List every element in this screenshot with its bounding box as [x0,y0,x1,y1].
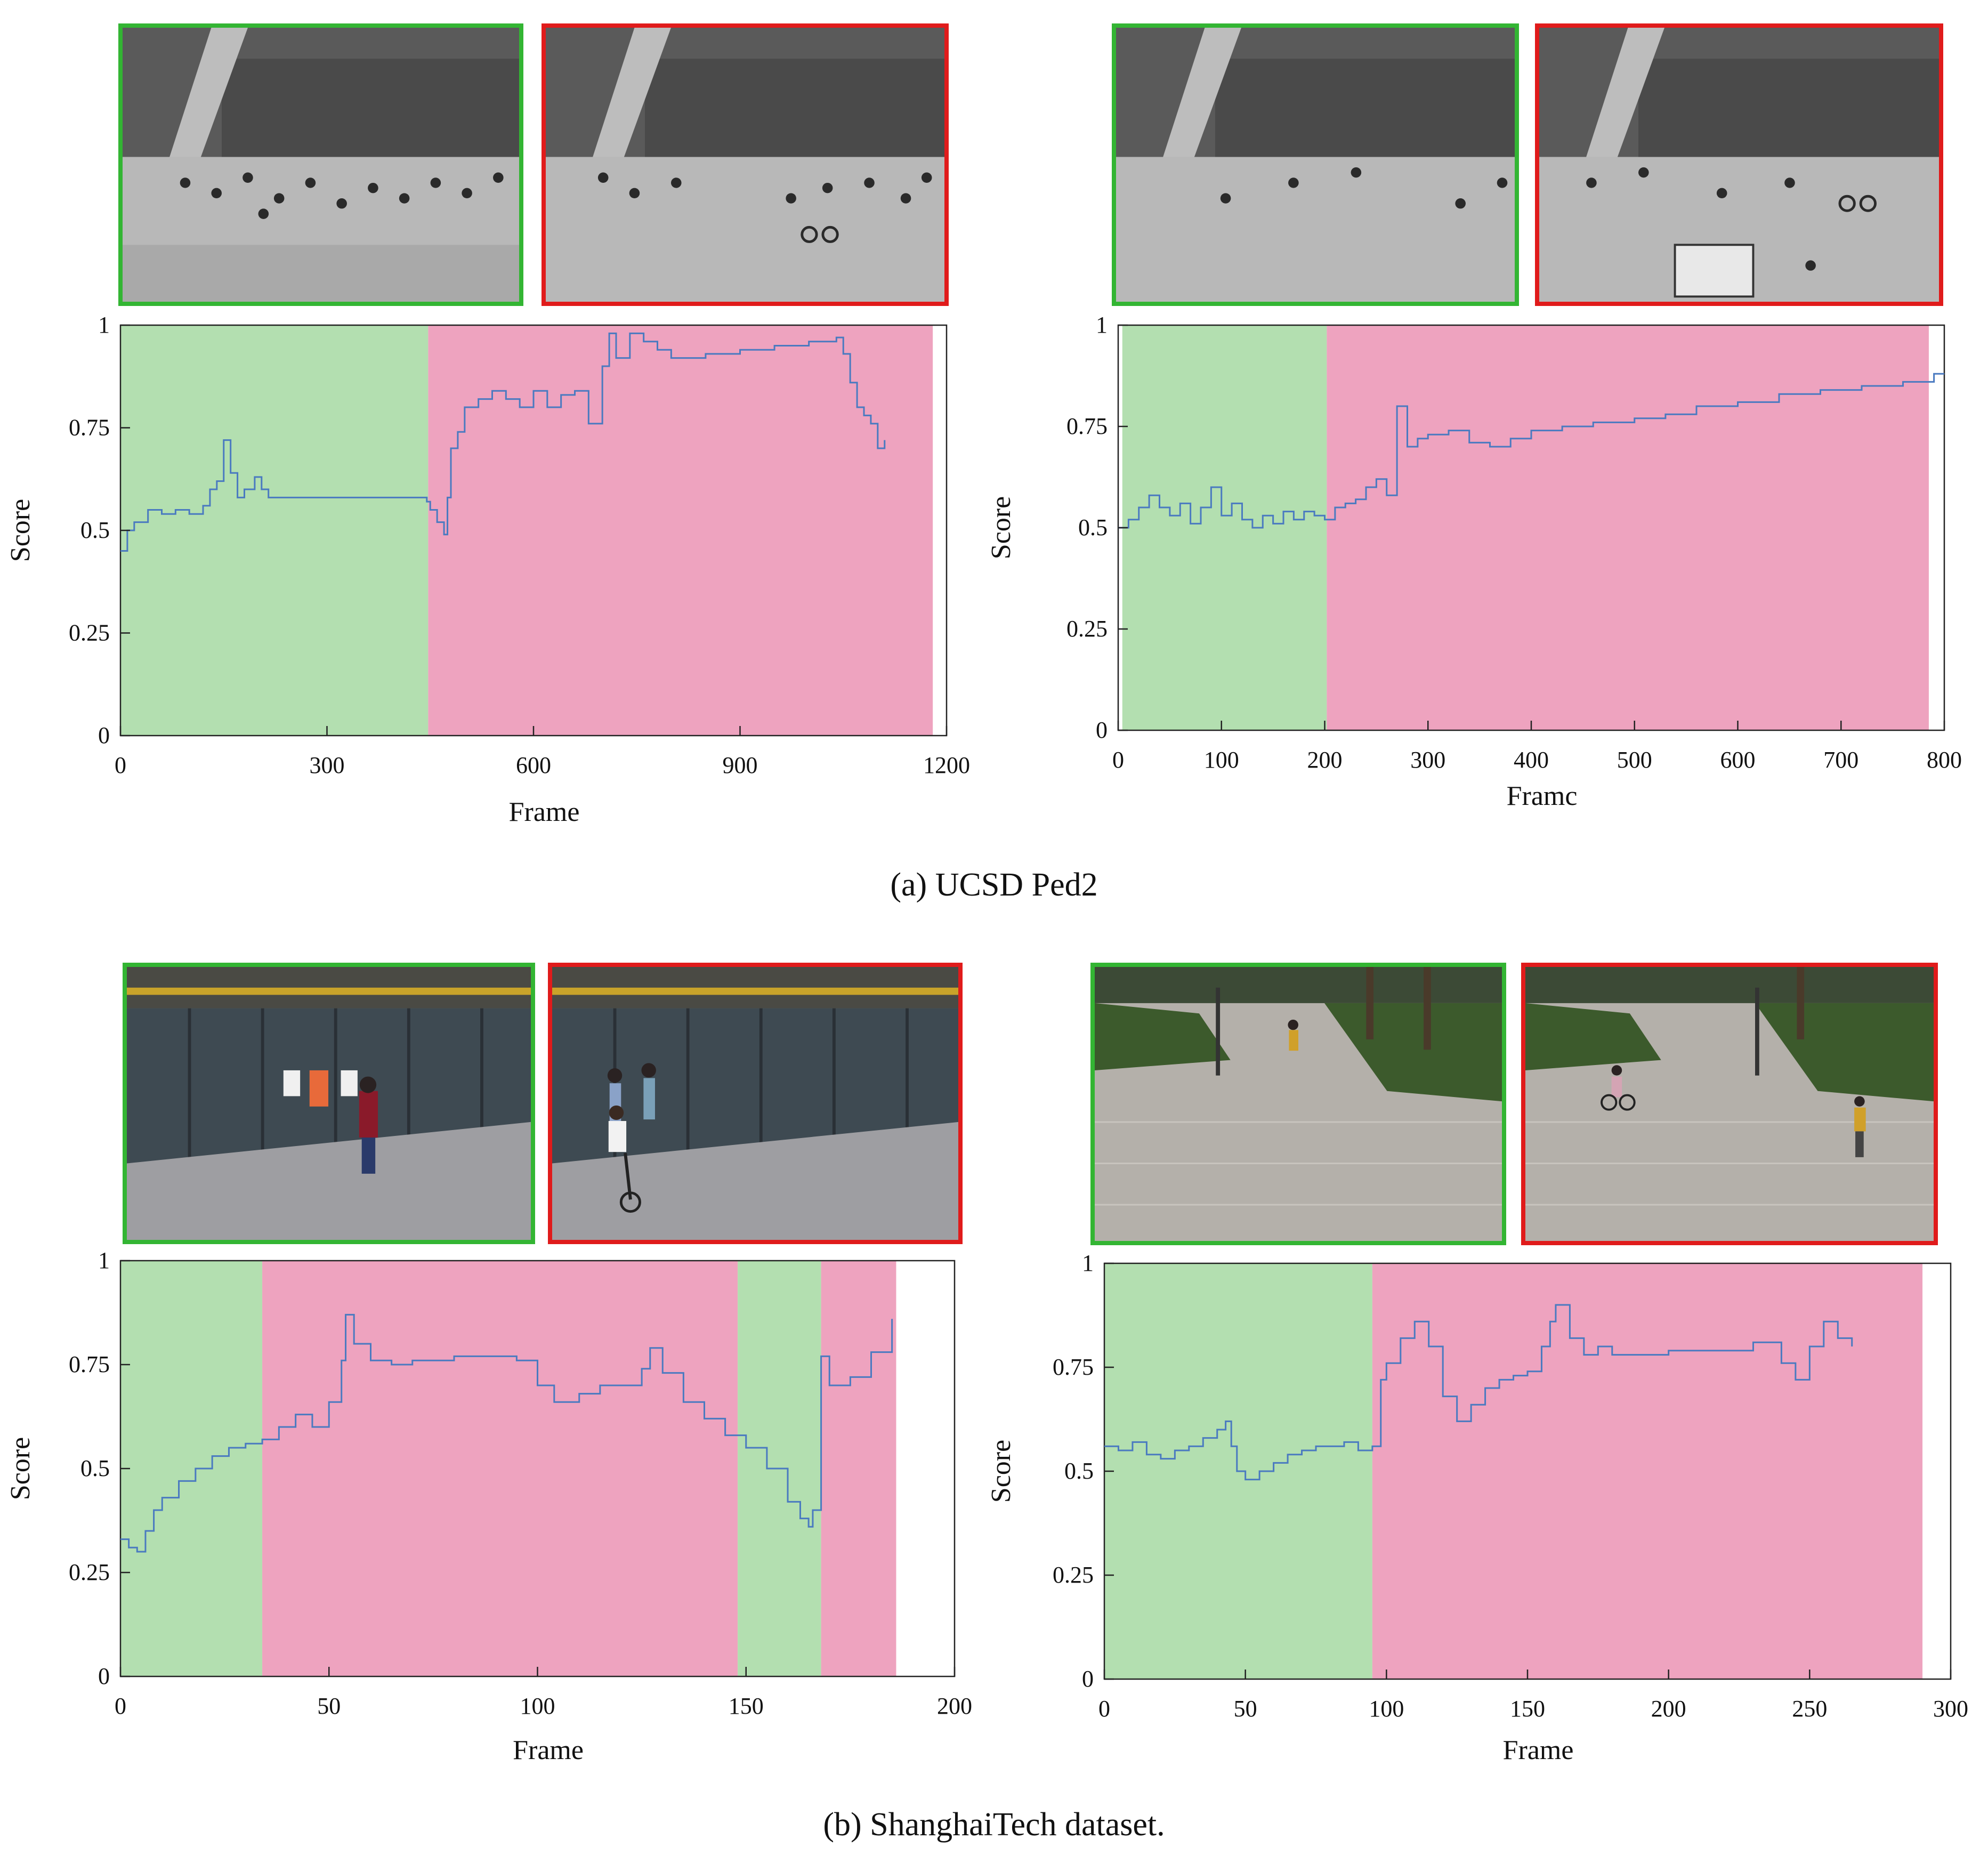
x-tick-label: 0 [1112,747,1124,773]
y-tick-label: 1 [98,312,110,338]
x-tick-label: 300 [1933,1696,1968,1722]
y-tick-label: 0.75 [69,1351,110,1377]
y-tick-label: 0.25 [1053,1562,1094,1588]
thumbnail-normal-2 [1112,23,1519,306]
score-chart: 0 100 200 300 400 500 600 700 800 0 0.25 0.5 0.75 1 Fr… [986,312,1962,811]
y-axis-label: Score [986,496,1016,559]
caption-a: (a) UCSD Ped2 [890,867,1098,903]
y-tick-label: 1 [1082,1250,1094,1276]
y-tick-label: 0 [1096,717,1108,743]
x-tick-label: 900 [723,752,758,778]
y-tick-label: 0.25 [69,1559,110,1585]
y-tick-label: 0.75 [1066,413,1108,439]
thumbnail-normal-1 [118,23,523,306]
abnormal-region [1372,1263,1923,1679]
x-tick-label: 200 [1651,1696,1686,1722]
chart-ped2-left: 0 300 600 900 1200 0 0.25 0.5 0.75 1 Frame Score [0,312,1002,842]
thumbnail-abnormal-1 [542,23,949,306]
abnormal-region [821,1261,896,1676]
x-tick-label: 200 [937,1693,972,1719]
x-tick-label: 0 [115,752,126,778]
score-line [1118,373,1944,529]
score-line [120,1313,893,1553]
abnormal-region [1327,325,1929,730]
chart-shanghaitech-left: 0 50 100 150 200 0 0.25 0.5 0.75 1 Frame Score [0,1247,1002,1780]
x-tick-label: 0 [1098,1696,1110,1722]
y-tick-label: 0.25 [69,620,110,646]
thumbnail-abnormal-2 [1535,23,1943,306]
x-tick-label: 100 [520,1693,555,1719]
y-tick-label: 0 [1082,1666,1094,1692]
thumbnail-abnormal-4 [1521,963,1938,1245]
x-tick-label: 200 [1307,747,1343,773]
y-tick-label: 0.5 [80,517,110,543]
x-tick-label: 150 [729,1693,764,1719]
x-tick-label: 0 [115,1693,126,1719]
x-axis-label: Framc [1507,781,1578,811]
thumbnail-normal-3 [123,963,535,1244]
y-axis-label: Score [5,499,36,562]
x-tick-label: 150 [1510,1696,1545,1722]
abnormal-region [262,1261,738,1676]
y-tick-label: 1 [1096,312,1108,338]
x-tick-label: 250 [1792,1696,1827,1722]
thumbnail-normal-4 [1090,963,1506,1245]
x-axis-label: Frame [513,1735,584,1765]
y-tick-label: 1 [98,1247,110,1273]
x-tick-label: 600 [1720,747,1756,773]
x-tick-label: 50 [317,1693,341,1719]
normal-region [120,1261,263,1676]
normal-region [1122,325,1327,730]
x-tick-label: 100 [1369,1696,1404,1722]
caption-b: (b) ShanghaiTech dataset. [823,1806,1165,1843]
score-chart: 0 300 600 900 1200 0 0.25 0.5 0.75 1 Frame Score [5,312,970,827]
x-tick-label: 1200 [923,752,970,778]
x-tick-label: 700 [1823,747,1858,773]
abnormal-region [428,325,933,736]
x-tick-label: 300 [1410,747,1445,773]
y-axis-label: Score [5,1437,36,1500]
y-tick-label: 0 [98,722,110,748]
x-tick-label: 800 [1927,747,1962,773]
chart-ped2-right: 0 100 200 300 400 500 600 700 800 0 0.25 0.5 0.75 1 Fr… [981,304,1988,832]
x-axis-label: Frame [509,797,580,827]
score-chart: 0 50 100 150 200 0 0.25 0.5 0.75 1 Frame Score [5,1247,972,1765]
x-tick-label: 400 [1514,747,1549,773]
score-line [1104,1304,1853,1481]
y-tick-label: 0 [98,1663,110,1689]
x-tick-label: 100 [1204,747,1239,773]
score-line [120,332,886,552]
x-tick-label: 50 [1234,1696,1257,1722]
y-tick-label: 0.5 [80,1455,110,1481]
y-tick-label: 0.75 [69,415,110,441]
y-tick-label: 0.5 [1064,1458,1094,1484]
x-tick-label: 300 [310,752,345,778]
y-tick-label: 0.75 [1053,1354,1094,1380]
y-tick-label: 0.25 [1066,616,1108,642]
score-chart: 0 50 100 150 200 250 300 0 0.25 0.5 0.75 1 Frame Scor… [986,1250,1968,1765]
y-tick-label: 0.5 [1078,514,1108,541]
thumbnail-abnormal-3 [548,963,963,1244]
x-tick-label: 500 [1617,747,1652,773]
normal-region [120,325,429,736]
y-axis-label: Score [986,1440,1016,1503]
x-axis-label: Frame [1503,1735,1574,1765]
x-tick-label: 600 [516,752,551,778]
chart-shanghaitech-right: 0 50 100 150 200 250 300 0 0.25 0.5 0.75 1 Frame Scor… [981,1250,1988,1780]
